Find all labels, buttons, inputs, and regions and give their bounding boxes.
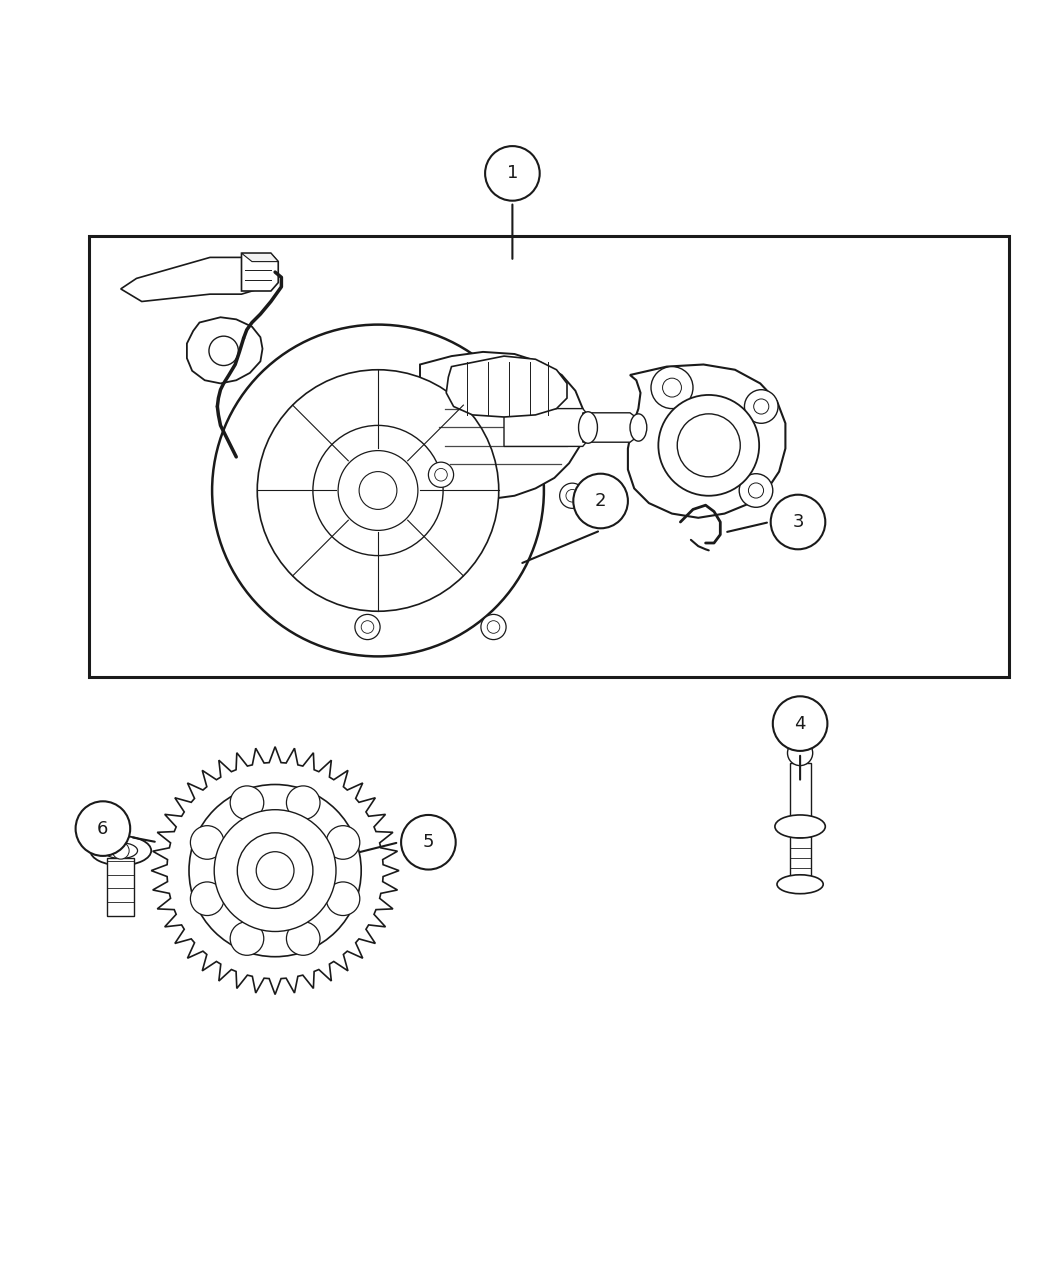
- Circle shape: [237, 833, 313, 908]
- Circle shape: [481, 615, 506, 640]
- Circle shape: [287, 922, 320, 955]
- Circle shape: [428, 462, 454, 487]
- Circle shape: [566, 490, 579, 502]
- Text: 1: 1: [507, 164, 518, 182]
- Circle shape: [773, 696, 827, 751]
- Polygon shape: [628, 365, 785, 518]
- Bar: [89, 236, 1009, 677]
- Polygon shape: [418, 352, 584, 499]
- Circle shape: [744, 390, 778, 423]
- Text: 2: 2: [595, 492, 606, 510]
- Ellipse shape: [630, 414, 647, 441]
- Circle shape: [487, 621, 500, 634]
- Polygon shape: [790, 764, 811, 826]
- Ellipse shape: [579, 412, 597, 444]
- Polygon shape: [151, 747, 399, 994]
- Circle shape: [230, 922, 264, 955]
- Text: 5: 5: [423, 834, 434, 852]
- Circle shape: [771, 495, 825, 550]
- Circle shape: [485, 147, 540, 200]
- Circle shape: [338, 450, 418, 530]
- Circle shape: [749, 483, 763, 499]
- Polygon shape: [121, 258, 268, 301]
- Circle shape: [677, 414, 740, 477]
- Ellipse shape: [104, 843, 138, 858]
- Circle shape: [209, 337, 238, 366]
- Circle shape: [359, 472, 397, 510]
- Circle shape: [256, 852, 294, 890]
- Circle shape: [355, 615, 380, 640]
- Circle shape: [190, 826, 224, 859]
- Circle shape: [214, 810, 336, 932]
- Circle shape: [257, 370, 499, 611]
- Circle shape: [663, 379, 681, 397]
- Circle shape: [327, 882, 360, 915]
- Ellipse shape: [775, 815, 825, 838]
- Circle shape: [754, 399, 769, 414]
- Circle shape: [230, 785, 264, 820]
- Text: 6: 6: [98, 820, 108, 838]
- Circle shape: [573, 474, 628, 528]
- Polygon shape: [107, 858, 134, 915]
- Text: 3: 3: [793, 513, 803, 530]
- Circle shape: [658, 395, 759, 496]
- Circle shape: [327, 826, 360, 859]
- Ellipse shape: [777, 875, 823, 894]
- Circle shape: [739, 474, 773, 507]
- Polygon shape: [187, 317, 262, 384]
- Circle shape: [287, 785, 320, 820]
- Polygon shape: [583, 413, 638, 442]
- Circle shape: [651, 367, 693, 408]
- Ellipse shape: [90, 836, 151, 866]
- Circle shape: [212, 325, 544, 657]
- Polygon shape: [446, 356, 567, 417]
- Circle shape: [76, 801, 130, 856]
- Circle shape: [190, 882, 224, 915]
- Text: 4: 4: [795, 714, 805, 733]
- Circle shape: [560, 483, 585, 509]
- Circle shape: [313, 426, 443, 556]
- Polygon shape: [504, 408, 588, 446]
- Polygon shape: [242, 254, 278, 291]
- Polygon shape: [790, 831, 811, 890]
- Circle shape: [401, 815, 456, 870]
- Circle shape: [361, 621, 374, 634]
- Circle shape: [435, 468, 447, 481]
- Circle shape: [112, 843, 129, 859]
- Circle shape: [788, 741, 813, 765]
- Polygon shape: [242, 254, 278, 261]
- Circle shape: [189, 784, 361, 956]
